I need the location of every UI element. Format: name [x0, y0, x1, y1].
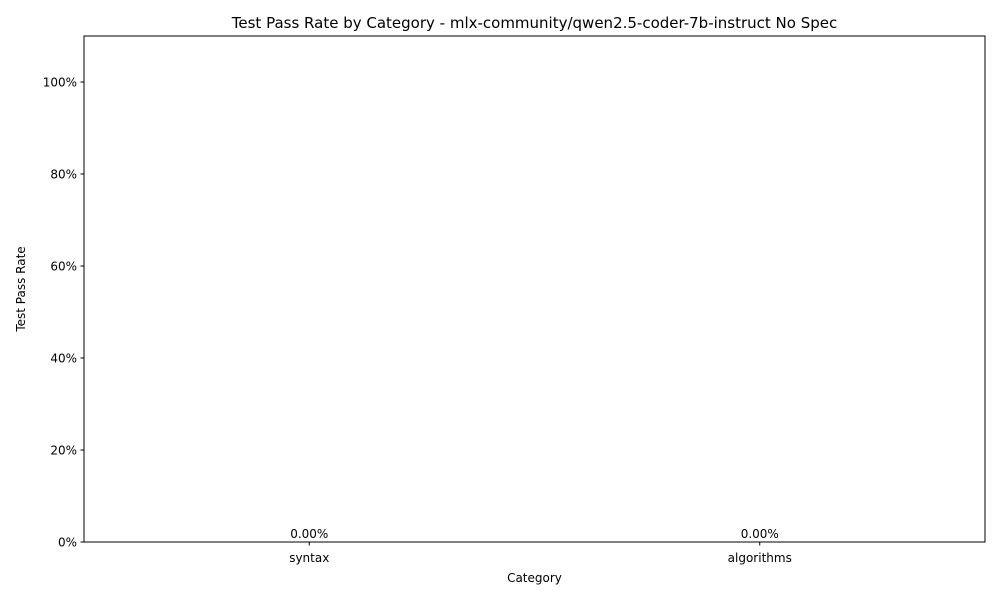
- y-tick-label: 40%: [50, 352, 77, 366]
- y-tick-label: 100%: [43, 76, 77, 90]
- y-axis-label: Test Pass Rate: [14, 246, 28, 332]
- data-label-syntax: 0.00%: [290, 527, 328, 541]
- x-axis-label: Category: [507, 571, 562, 585]
- data-labels-group: 0.00% 0.00%: [290, 527, 779, 541]
- y-tick-label: 80%: [50, 168, 77, 182]
- x-axis-ticks: syntax algorithms: [289, 542, 792, 565]
- y-tick-label: 20%: [50, 444, 77, 458]
- y-tick-label: 0%: [58, 536, 77, 550]
- x-tick-label: algorithms: [728, 551, 792, 565]
- plot-area-frame: [83, 35, 986, 543]
- x-tick-label: syntax: [289, 551, 329, 565]
- chart-title: Test Pass Rate by Category - mlx-communi…: [231, 14, 837, 32]
- y-axis-ticks: 0% 20% 40% 60% 80% 100%: [43, 76, 84, 550]
- data-label-algorithms: 0.00%: [741, 527, 779, 541]
- y-tick-label: 60%: [50, 260, 77, 274]
